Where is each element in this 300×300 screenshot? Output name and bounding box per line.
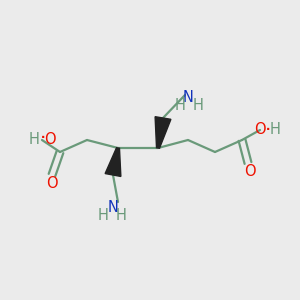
Text: H: H (28, 133, 39, 148)
Text: O: O (244, 164, 256, 178)
Text: N: N (183, 89, 194, 104)
Polygon shape (155, 117, 171, 148)
Text: H: H (175, 98, 185, 112)
Text: O: O (44, 133, 56, 148)
Text: H: H (270, 122, 280, 137)
Text: ·: · (265, 122, 271, 140)
Text: H: H (98, 208, 108, 224)
Text: O: O (46, 176, 58, 190)
Text: H: H (193, 98, 203, 112)
Text: ·: · (40, 130, 46, 148)
Polygon shape (105, 148, 121, 176)
Text: N: N (108, 200, 118, 214)
Text: H: H (116, 208, 126, 224)
Text: O: O (254, 122, 266, 137)
